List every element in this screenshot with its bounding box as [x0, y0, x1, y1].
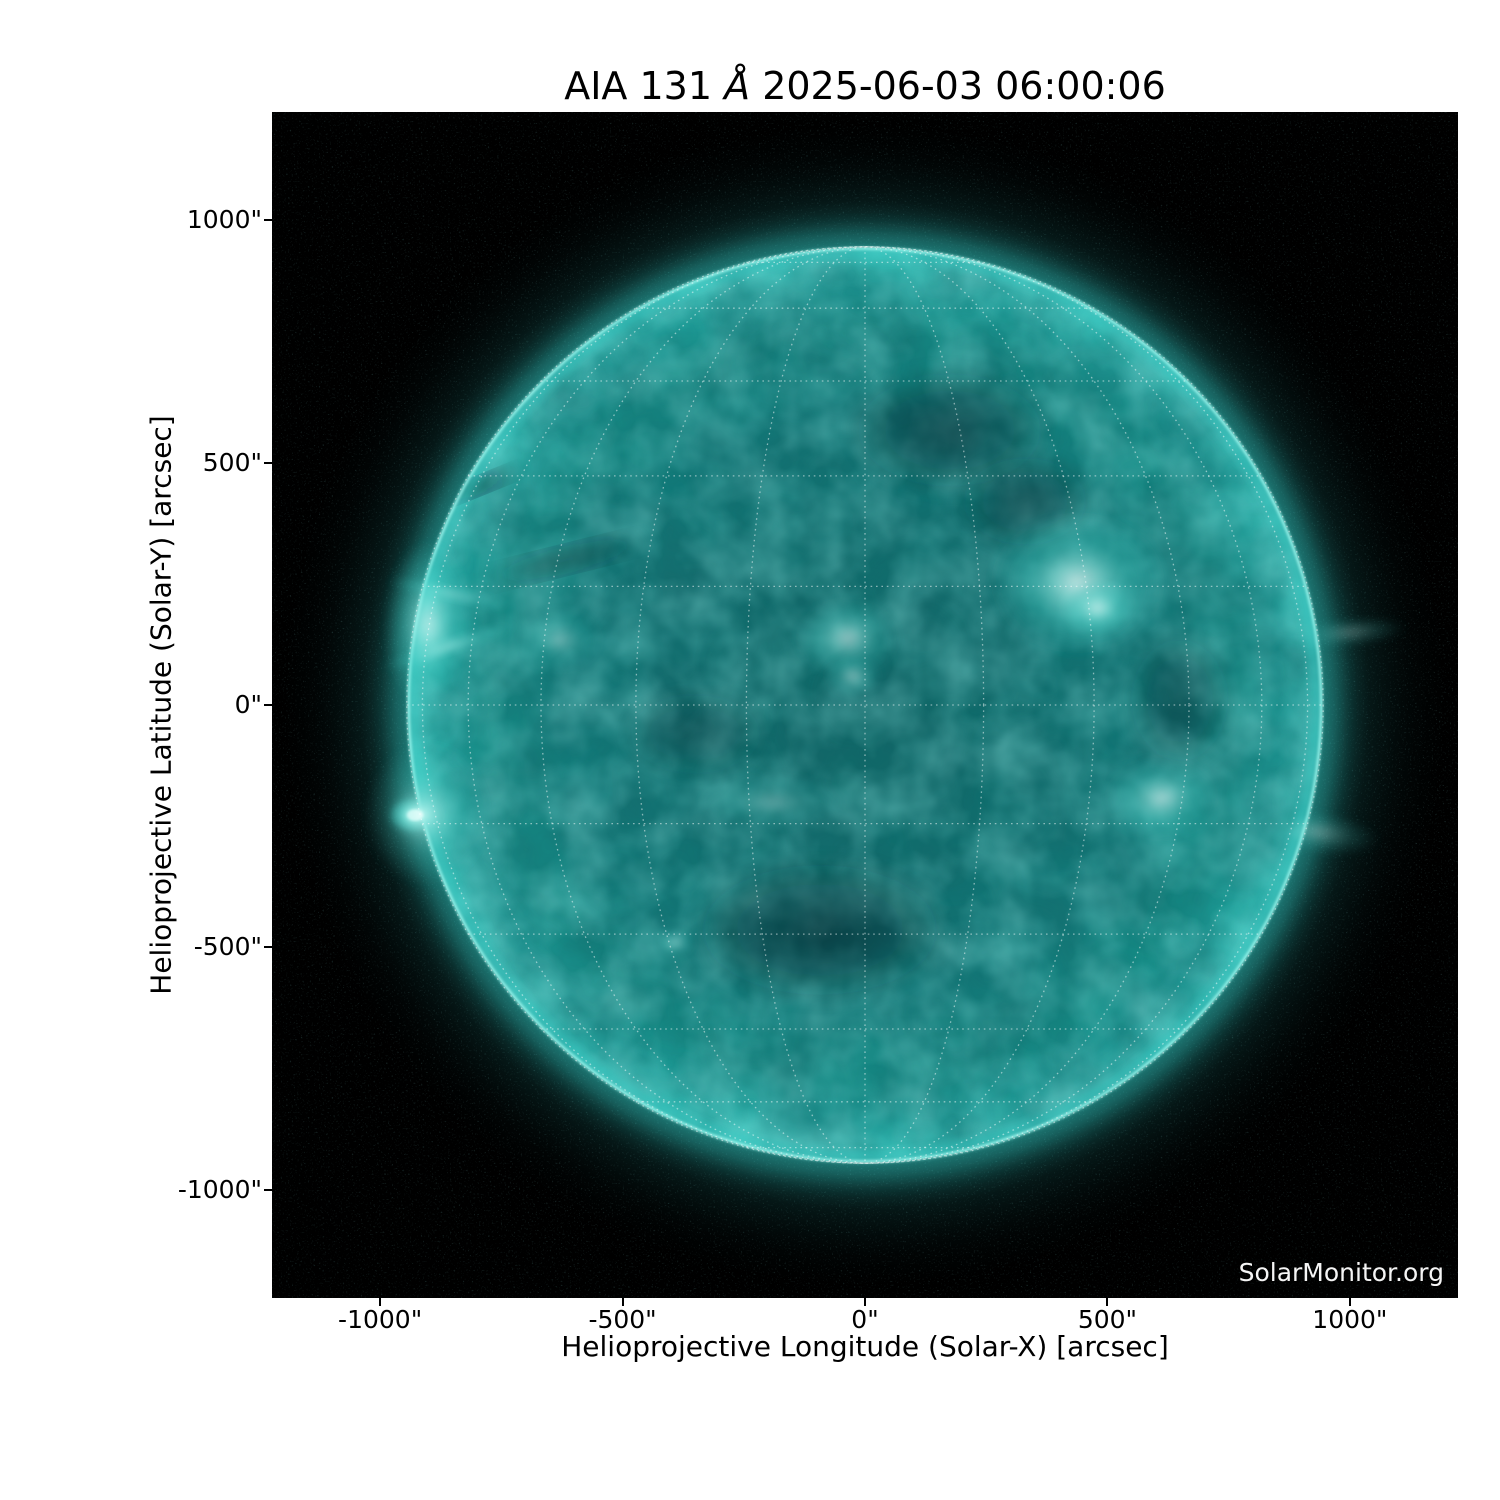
title-angstrom-symbol: Å: [724, 64, 751, 108]
y-tick-mark: [264, 461, 272, 464]
y-tick-label: 500": [202, 447, 262, 477]
y-tick-label: -1000": [177, 1174, 262, 1204]
ray-feature: [378, 622, 518, 671]
ray-feature: [1291, 616, 1408, 648]
dark-feature: [484, 536, 645, 584]
x-tick-mark: [621, 1298, 624, 1306]
x-tick-mark: [1106, 1298, 1109, 1306]
bright-feature: [823, 654, 882, 698]
grid-limb-circle: [406, 246, 1324, 1164]
grid-meridian: [745, 246, 985, 1164]
solar-image: [272, 112, 1458, 1298]
x-tick-label: -500": [588, 1305, 657, 1334]
heliographic-grid: [406, 246, 1324, 1164]
grid-meridian: [540, 246, 1190, 1164]
y-tick-mark: [264, 704, 272, 706]
figure-title: AIA 131 Å 2025-06-03 06:00:06: [272, 64, 1458, 108]
plot-area: SolarMonitor.org: [272, 112, 1458, 1298]
dark-feature: [1126, 632, 1234, 769]
x-tick-label: 0": [851, 1305, 879, 1334]
grid-meridian: [635, 246, 1095, 1164]
y-tick-mark: [264, 946, 272, 949]
title-instrument: AIA 131: [564, 64, 725, 108]
bright-feature: [382, 540, 475, 710]
y-tick-label: -500": [193, 932, 262, 962]
bright-feature: [988, 510, 1168, 656]
bright-feature: [794, 596, 902, 680]
bright-feature: [516, 606, 604, 674]
x-tick-label: 1000": [1312, 1305, 1388, 1334]
bright-feature: [695, 772, 851, 832]
x-axis-label: Helioprojective Longitude (Solar-X) [arc…: [561, 1330, 1169, 1363]
dark-feature: [688, 857, 951, 1003]
x-tick-mark: [379, 1298, 382, 1306]
watermark: SolarMonitor.org: [1238, 1258, 1444, 1287]
y-tick-mark: [264, 1188, 272, 1191]
dark-feature: [622, 690, 769, 778]
bright-feature: [656, 928, 696, 958]
y-tick-mark: [264, 219, 272, 222]
y-tick-label: 1000": [186, 205, 262, 235]
y-tick-label: 0": [234, 690, 262, 719]
x-tick-mark: [864, 1298, 866, 1306]
x-tick-label: -1000": [338, 1305, 423, 1334]
bright-active-regions: [516, 510, 1220, 958]
grid-meridian: [421, 246, 1309, 1164]
ray-feature: [384, 577, 517, 610]
title-datetime: 2025-06-03 06:00:06: [750, 64, 1166, 108]
bright-feature: [363, 741, 490, 887]
x-tick-label: 500": [1077, 1305, 1138, 1334]
bright-feature: [1103, 754, 1220, 842]
grid-meridian: [467, 246, 1263, 1164]
x-tick-mark: [1348, 1298, 1351, 1306]
bright-feature: [1058, 578, 1137, 638]
